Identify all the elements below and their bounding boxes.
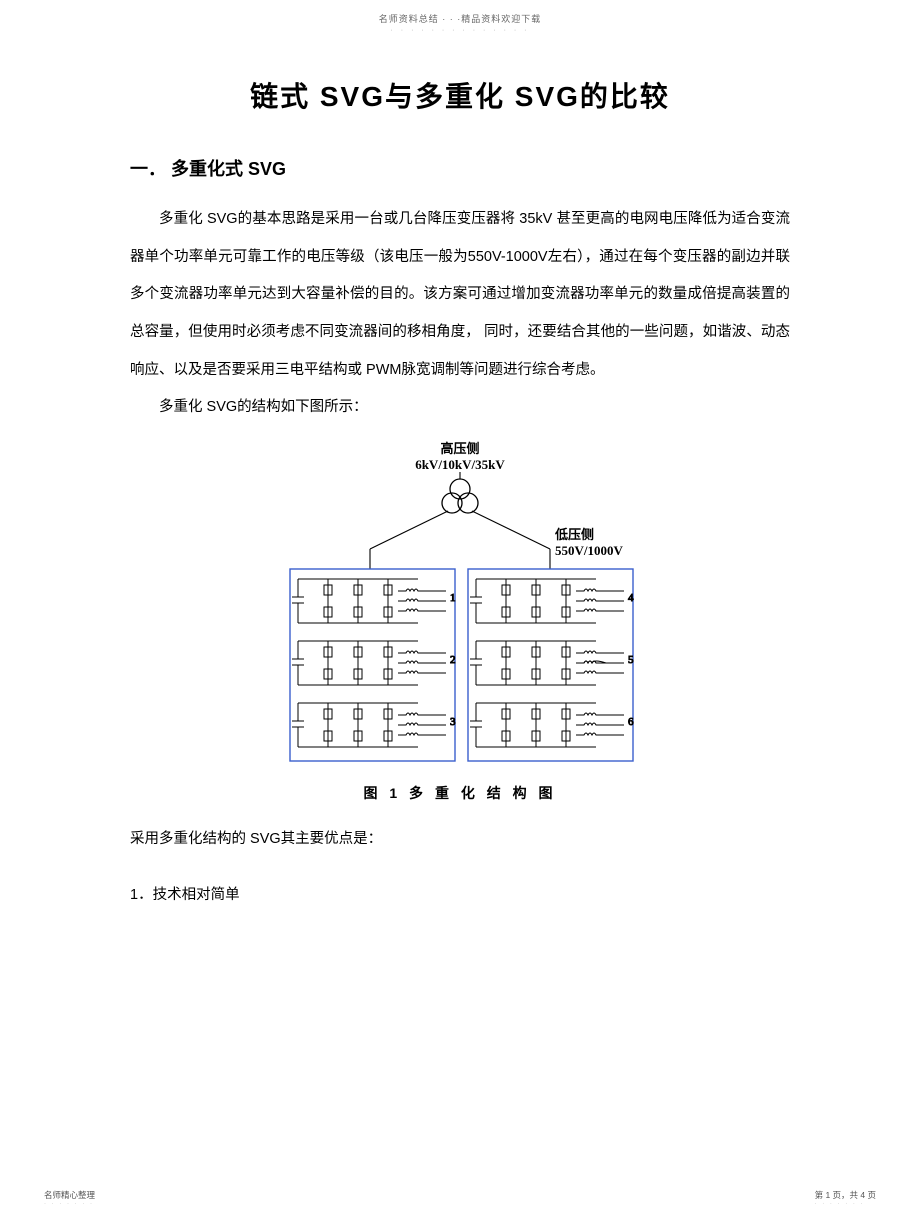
- diagram-svg: 高压侧 6kV/10kV/35kV 低压侧 550V/1000V: [250, 439, 670, 769]
- left-mod-3: 3: [450, 716, 456, 728]
- right-mod-4: 4: [628, 592, 634, 604]
- footer-left-text: 名师精心整理: [44, 1190, 95, 1200]
- paragraph-1: 多重化 SVG的基本思路是采用一台或几台降压变压器将 35kV 甚至更高的电网电…: [130, 201, 790, 389]
- footer-right-dots: · · · · · · ·: [815, 1201, 876, 1207]
- paragraph-2: 多重化 SVG的结构如下图所示：: [130, 389, 790, 427]
- right-mod-6: 6: [628, 716, 634, 728]
- hv-label: 高压侧: [440, 441, 479, 456]
- bus-lines: [370, 511, 550, 569]
- bullet-1: 1．技术相对简单: [130, 877, 790, 915]
- hv-rating: 6kV/10kV/35kV: [415, 457, 505, 472]
- page-title: 链式 SVG与多重化 SVG的比较: [130, 75, 790, 115]
- right-modules: 4 5: [470, 579, 634, 747]
- figure-caption: 图 1 多 重 化 结 构 图: [130, 783, 790, 803]
- footer-right: 第 1 页，共 4 页 · · · · · · ·: [815, 1189, 876, 1207]
- header-note: 名师资料总结 · · ·精品资料欢迎下载 · · · · · · · · · ·…: [0, 12, 920, 34]
- left-modules: 1 2: [292, 579, 456, 747]
- after-figure-text: 采用多重化结构的 SVG其主要优点是：: [130, 821, 790, 859]
- section-heading: 一． 多重化式 SVG: [130, 155, 790, 181]
- footer-left: 名师精心整理 · · · · · · ·: [44, 1189, 95, 1207]
- transformer-icon: [442, 479, 478, 513]
- lv-label: 低压侧: [554, 527, 594, 542]
- right-mod-5: 5: [628, 654, 634, 666]
- header-dots: · · · · · · · · · · · · · ·: [0, 27, 920, 34]
- left-mod-1: 1: [450, 592, 456, 604]
- footer-left-dots: · · · · · · ·: [44, 1201, 95, 1207]
- right-converter-box: [468, 569, 633, 761]
- page-content: 链式 SVG与多重化 SVG的比较 一． 多重化式 SVG 多重化 SVG的基本…: [0, 0, 920, 915]
- footer-right-text: 第 1 页，共 4 页: [815, 1190, 876, 1200]
- left-mod-2: 2: [450, 654, 456, 666]
- left-converter-box: [290, 569, 455, 761]
- figure-1: 高压侧 6kV/10kV/35kV 低压侧 550V/1000V: [130, 439, 790, 769]
- header-note-text: 名师资料总结 · · ·精品资料欢迎下载: [379, 14, 542, 24]
- lv-rating: 550V/1000V: [555, 543, 624, 558]
